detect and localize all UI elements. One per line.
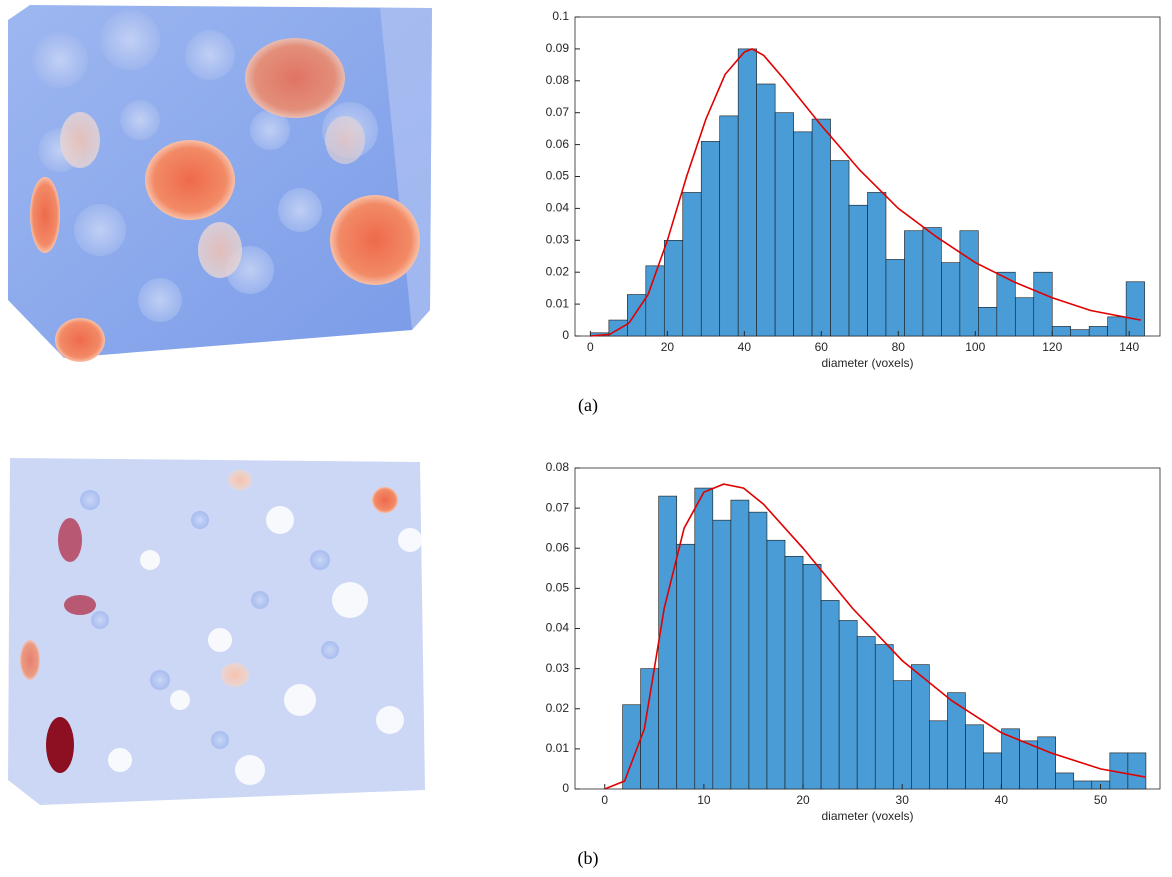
x-tick-label: 30: [896, 793, 910, 807]
x-tick-label: 20: [796, 793, 810, 807]
caption: (a): [578, 395, 598, 416]
bar: [922, 227, 942, 337]
render-b: [8, 458, 425, 805]
bar: [1033, 271, 1053, 337]
y-tick-label: 0.02: [546, 701, 570, 715]
bar: [838, 620, 858, 790]
bar: [1127, 752, 1147, 790]
bar: [1037, 736, 1056, 790]
bar: [1001, 728, 1020, 790]
y-tick-label: 0.07: [546, 105, 570, 119]
x-tick-label: 40: [995, 793, 1009, 807]
render-a: [8, 5, 432, 362]
x-axis-label: diameter (voxels): [821, 356, 913, 370]
y-tick-label: 0.03: [546, 661, 570, 675]
bar: [682, 192, 702, 337]
x-tick-label: 100: [965, 340, 985, 354]
bar: [766, 539, 786, 790]
bar: [700, 141, 721, 337]
x-tick-label: 60: [815, 340, 829, 354]
bar: [885, 259, 905, 337]
x-tick-label: 40: [738, 340, 752, 354]
bar: [1014, 297, 1035, 337]
bar: [867, 192, 887, 337]
bar: [978, 306, 998, 337]
bar: [904, 230, 924, 337]
x-tick-label: 80: [892, 340, 906, 354]
bar: [965, 724, 984, 790]
bar: [793, 131, 813, 337]
bar: [820, 600, 840, 790]
y-tick-label: 0.04: [546, 621, 570, 635]
bar: [719, 115, 739, 337]
y-tick-label: 0.1: [552, 9, 569, 23]
bar: [748, 511, 768, 790]
y-tick-label: 0.06: [546, 540, 570, 554]
x-tick-label: 140: [1119, 340, 1139, 354]
bar: [1073, 780, 1093, 790]
bar: [848, 204, 868, 337]
y-tick-label: 0.04: [546, 201, 570, 215]
y-tick-label: 0: [562, 328, 569, 342]
y-tick-label: 0.08: [546, 460, 570, 474]
y-tick-label: 0: [562, 781, 569, 795]
bar: [941, 262, 961, 337]
bar: [892, 680, 912, 790]
x-tick-label: 20: [661, 340, 675, 354]
bar: [983, 752, 1002, 790]
bar: [959, 230, 979, 337]
bar: [1125, 281, 1145, 337]
bar: [830, 160, 850, 337]
bar: [802, 563, 822, 790]
y-tick-label: 0.05: [546, 169, 570, 183]
y-tick-label: 0.02: [546, 264, 570, 278]
bar: [929, 720, 948, 790]
bar: [712, 519, 732, 790]
x-tick-label: 50: [1094, 793, 1108, 807]
y-tick-label: 0.06: [546, 137, 570, 151]
x-tick-label: 120: [1042, 340, 1062, 354]
bar: [737, 48, 757, 337]
bar: [1051, 326, 1072, 337]
bar: [856, 636, 876, 790]
bar: [811, 118, 831, 337]
fit-curve: [590, 48, 1141, 337]
caption: (b): [578, 848, 599, 869]
y-tick-label: 0.05: [546, 581, 570, 595]
y-tick-label: 0.09: [546, 41, 570, 55]
y-tick-label: 0.01: [546, 296, 570, 310]
bar: [1070, 329, 1090, 337]
bar: [1019, 740, 1038, 790]
bar: [730, 499, 750, 790]
bar: [911, 664, 930, 790]
bar: [658, 495, 678, 790]
bar: [694, 487, 714, 790]
bar: [874, 644, 894, 790]
y-tick-label: 0.07: [546, 500, 570, 514]
bar: [640, 668, 659, 790]
y-tick-label: 0.08: [546, 73, 570, 87]
bar: [676, 543, 696, 790]
bar: [663, 240, 684, 337]
x-tick-label: 0: [601, 793, 608, 807]
bar: [1088, 326, 1108, 337]
x-tick-label: 10: [697, 793, 711, 807]
y-tick-label: 0.01: [546, 741, 570, 755]
bar: [756, 83, 776, 337]
y-tick-label: 0.03: [546, 232, 570, 246]
x-axis-label: diameter (voxels): [821, 809, 913, 823]
x-tick-label: 0: [587, 340, 594, 354]
bar: [774, 112, 794, 337]
bar: [1055, 772, 1075, 790]
bar: [784, 555, 804, 790]
bar: [1107, 316, 1127, 337]
fit-curve: [604, 483, 1146, 790]
